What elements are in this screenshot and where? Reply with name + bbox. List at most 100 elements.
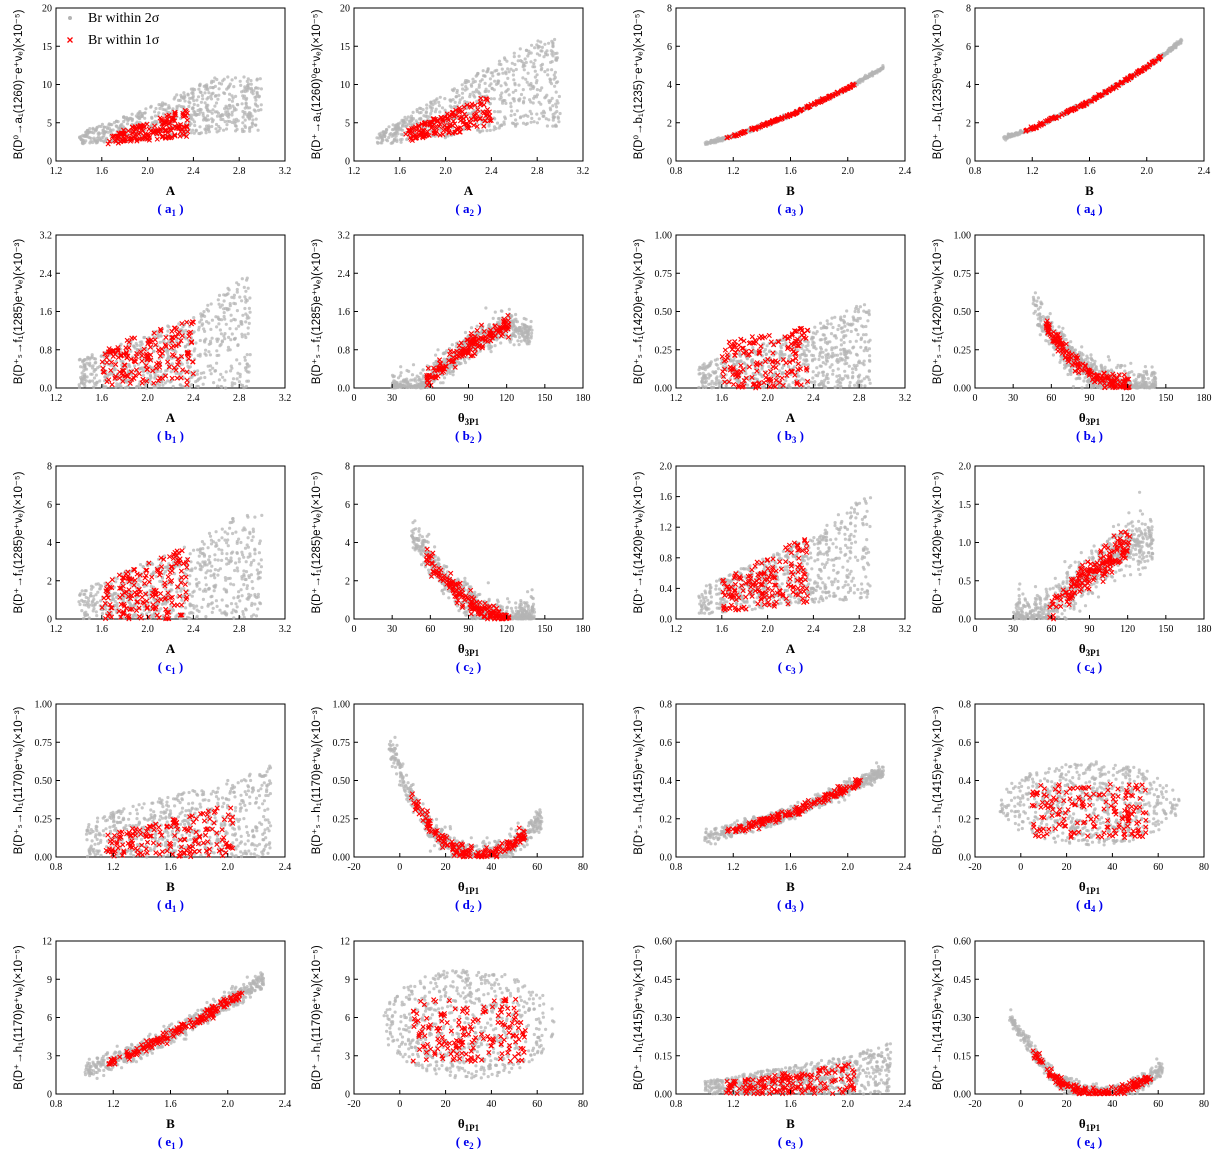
- point-2sigma: [248, 310, 252, 314]
- point-2sigma: [413, 384, 417, 388]
- point-2sigma: [235, 127, 239, 131]
- point-2sigma: [259, 108, 263, 112]
- point-2sigma: [409, 378, 413, 382]
- y-tick-label: 6: [667, 42, 672, 53]
- point-2sigma: [406, 380, 410, 384]
- point-2sigma: [237, 380, 241, 384]
- point-2sigma: [153, 376, 157, 380]
- point-2sigma: [522, 96, 526, 100]
- point-2sigma: [127, 362, 131, 367]
- point-2sigma: [102, 139, 106, 143]
- point-2sigma: [89, 136, 93, 140]
- point-2sigma: [94, 373, 98, 377]
- point-2sigma: [457, 362, 461, 366]
- y-tick-label: 5: [47, 118, 52, 129]
- point-2sigma: [167, 325, 171, 329]
- point-2sigma: [443, 108, 447, 112]
- point-2sigma: [225, 123, 229, 127]
- point-2sigma: [438, 95, 442, 99]
- point-2sigma: [244, 320, 248, 324]
- point-2sigma: [529, 60, 533, 64]
- point-2sigma: [208, 364, 213, 368]
- point-2sigma: [377, 132, 381, 136]
- point-2sigma: [103, 375, 107, 379]
- point-2sigma: [537, 117, 541, 121]
- panel-b2: 0 30 60 90 120 150 1800.00.81.62.43.2θ3P1B(D⁺ₛ…: [311, 231, 591, 446]
- point-2sigma: [240, 102, 244, 106]
- point-2sigma: [216, 97, 220, 101]
- point-2sigma: [518, 116, 523, 120]
- point-2sigma: [481, 69, 485, 73]
- point-2sigma: [400, 137, 404, 141]
- point-2sigma: [469, 326, 474, 330]
- point-2sigma: [540, 45, 545, 50]
- point-2sigma: [549, 108, 553, 112]
- point-2sigma: [540, 66, 544, 70]
- point-2sigma: [88, 379, 92, 383]
- point-2sigma: [221, 79, 225, 83]
- point-2sigma: [487, 124, 491, 128]
- point-2sigma: [495, 68, 499, 72]
- point-2sigma: [435, 97, 439, 101]
- point-2sigma: [387, 125, 391, 129]
- point-2sigma: [195, 98, 199, 102]
- point-2sigma: [164, 369, 168, 373]
- point-2sigma: [235, 102, 239, 107]
- point-2sigma: [442, 351, 446, 355]
- point-2sigma: [495, 121, 500, 125]
- y-tick-label: 0.8: [40, 345, 53, 356]
- point-2sigma: [232, 293, 236, 297]
- point-2sigma: [113, 368, 117, 372]
- point-2sigma: [554, 123, 558, 127]
- point-2sigma: [180, 384, 184, 388]
- point-2sigma: [229, 338, 233, 342]
- point-2sigma: [162, 102, 166, 106]
- point-2sigma: [181, 105, 185, 109]
- point-2sigma: [514, 67, 518, 72]
- point-2sigma: [421, 382, 425, 386]
- point-2sigma: [384, 138, 388, 142]
- y-tick-label: 15: [340, 42, 350, 53]
- series-within-2sigma: [78, 75, 263, 146]
- point-2sigma: [507, 70, 511, 74]
- point-2sigma: [243, 106, 247, 110]
- point-2sigma: [468, 92, 472, 96]
- point-2sigma: [514, 118, 518, 122]
- point-2sigma: [228, 82, 232, 86]
- point-2sigma: [202, 327, 206, 331]
- point-2sigma: [203, 340, 207, 344]
- point-2sigma: [451, 373, 455, 377]
- point-2sigma: [203, 84, 207, 88]
- point-2sigma: [419, 117, 423, 121]
- point-2sigma: [169, 370, 173, 374]
- point-2sigma: [490, 345, 494, 349]
- point-2sigma: [82, 376, 86, 380]
- x-tick-label: 1.6: [784, 166, 797, 177]
- point-2sigma: [554, 105, 559, 109]
- point-2sigma: [213, 94, 217, 98]
- point-2sigma: [226, 75, 230, 79]
- point-2sigma: [505, 59, 509, 63]
- point-2sigma: [193, 110, 197, 114]
- point-2sigma: [509, 105, 513, 109]
- point-2sigma: [201, 322, 205, 326]
- point-2sigma: [79, 365, 83, 369]
- point-2sigma: [244, 300, 248, 304]
- x-tick-label: 2.4: [899, 166, 912, 177]
- point-2sigma: [187, 366, 191, 370]
- point-2sigma: [221, 117, 225, 122]
- point-2sigma: [512, 78, 516, 82]
- point-2sigma: [251, 92, 255, 96]
- point-2sigma: [219, 114, 223, 118]
- point-2sigma: [504, 101, 508, 105]
- point-2sigma: [398, 121, 402, 125]
- point-2sigma: [96, 139, 100, 143]
- point-2sigma: [209, 327, 213, 331]
- point-2sigma: [204, 353, 208, 357]
- point-2sigma: [510, 325, 515, 329]
- point-2sigma: [545, 53, 550, 57]
- point-2sigma: [125, 122, 130, 126]
- y-tick-label: 8: [966, 4, 971, 15]
- point-2sigma: [217, 378, 221, 382]
